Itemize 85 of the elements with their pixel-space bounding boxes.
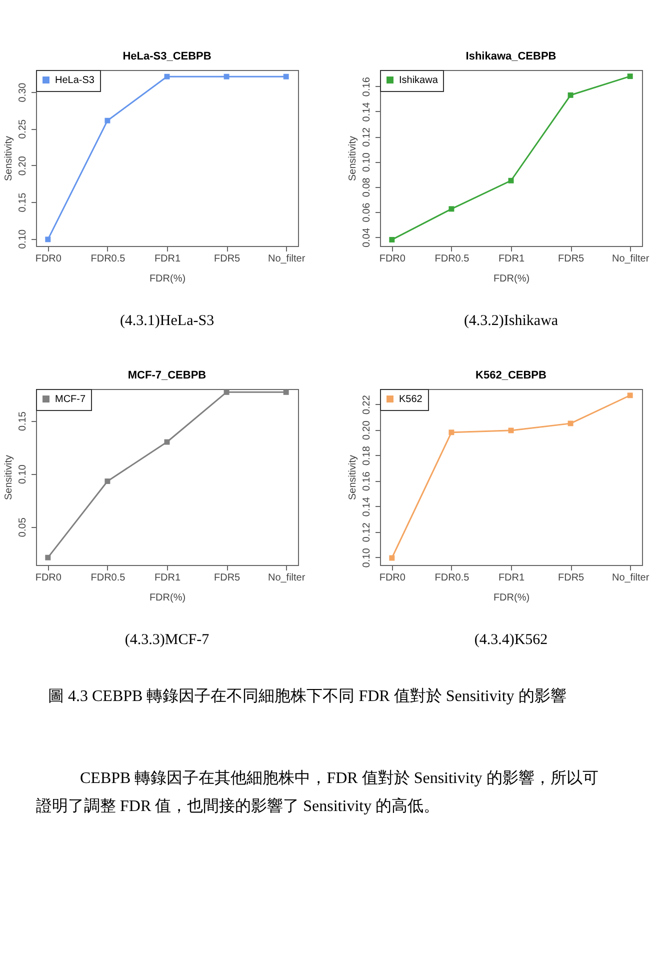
point — [164, 439, 170, 445]
text: (4.3.3)MCF-7 — [124, 632, 210, 648]
legend-label: HeLa-S3 — [55, 75, 95, 86]
x-tick-label: FDR0 — [379, 572, 406, 584]
legend-label: Ishikawa — [399, 75, 438, 86]
x-tick-label: No_filter — [612, 254, 650, 264]
x-tick-label: FDR0.5 — [90, 254, 126, 264]
text: (4.3.1)HeLa-S3 — [120, 313, 214, 329]
point — [568, 92, 574, 98]
y-tick-label: 0.15 — [18, 192, 28, 212]
chart-title: MCF-7_CEBPB — [128, 370, 206, 382]
x-tick-label: FDR5 — [214, 572, 241, 584]
point — [104, 118, 110, 124]
y-tick-label: 0.10 — [18, 229, 28, 249]
x-tick-label: FDR1 — [154, 572, 181, 584]
point — [448, 206, 454, 212]
x-tick-label: FDR1 — [498, 254, 525, 264]
y-tick-label: 0.16 — [362, 471, 372, 492]
chart-title: HeLa-S3_CEBPB — [122, 50, 212, 62]
y-tick-label: 0.25 — [18, 119, 28, 139]
x-axis-title: FDR(%) — [149, 274, 186, 284]
point — [508, 428, 514, 434]
x-tick-label: No_filter — [268, 254, 306, 264]
point — [224, 389, 230, 395]
caption: 圖 4.3 CEBPB 轉錄因子在不同細胞株下不同 FDR 值對於 Sensitivity 的影響 — [48, 687, 566, 705]
x-tick-label: FDR5 — [558, 572, 585, 584]
x-axis-title: FDR(%) — [493, 592, 530, 604]
point — [224, 74, 230, 80]
point — [45, 236, 51, 242]
text: CEBPB 轉錄因子在其他細胞株中，FDR 值對於 Sensitivity 的影響，所以可 — [80, 769, 598, 787]
point — [508, 178, 514, 184]
x-tick-label: FDR0 — [35, 254, 62, 264]
y-tick-label: 0.10 — [362, 548, 372, 568]
text: (4.3.2)Ishikawa — [464, 313, 558, 329]
point — [283, 74, 289, 80]
x-tick-label: No_filter — [268, 572, 306, 584]
y-axis-title: Sensitivity — [348, 454, 358, 500]
y-tick-label: 0.20 — [18, 156, 28, 176]
y-axis-title: Sensitivity — [348, 136, 358, 182]
point — [283, 389, 289, 395]
y-tick-label: 0.05 — [18, 517, 28, 538]
x-tick-label: FDR5 — [558, 254, 585, 264]
x-axis-title: FDR(%) — [149, 592, 186, 604]
text: 證明了調整 FDR 值，也間接的影響了 Sensitivity 的高低。 — [36, 797, 440, 815]
point — [104, 478, 110, 484]
point — [389, 555, 395, 561]
x-tick-label: FDR0.5 — [434, 572, 470, 584]
point — [45, 554, 51, 560]
y-tick-label: 0.16 — [362, 76, 372, 97]
x-axis-title: FDR(%) — [493, 274, 530, 284]
y-tick-label: 0.04 — [362, 228, 372, 248]
y-tick-label: 0.10 — [362, 152, 372, 172]
chart-title: Ishikawa_CEBPB — [466, 50, 556, 62]
x-tick-label: FDR0.5 — [434, 254, 470, 264]
point — [448, 430, 454, 436]
y-tick-label: 0.22 — [362, 394, 372, 415]
point — [389, 236, 395, 242]
y-tick-label: 0.14 — [362, 102, 372, 122]
x-tick-label: FDR0 — [379, 254, 406, 264]
x-tick-label: FDR0 — [35, 572, 62, 584]
chart-title: K562_CEBPB — [476, 370, 547, 382]
point — [627, 74, 633, 80]
legend-label: MCF-7 — [55, 394, 86, 405]
text: (4.3.4)K562 — [474, 632, 548, 648]
legend-label: K562 — [399, 394, 423, 405]
point — [627, 392, 633, 398]
point — [568, 420, 574, 426]
y-tick-label: 0.12 — [362, 126, 372, 147]
y-tick-label: 0.14 — [362, 496, 372, 517]
y-tick-label: 0.12 — [362, 522, 372, 542]
y-tick-label: 0.20 — [362, 420, 372, 440]
y-tick-label: 0.06 — [362, 202, 372, 222]
y-tick-label: 0.30 — [18, 82, 28, 102]
x-tick-label: FDR1 — [498, 572, 525, 584]
y-tick-label: 0.08 — [362, 177, 372, 198]
x-tick-label: FDR5 — [214, 254, 241, 264]
x-tick-label: FDR1 — [154, 254, 181, 264]
x-tick-label: FDR0.5 — [90, 572, 126, 584]
x-tick-label: No_filter — [612, 572, 650, 584]
point — [164, 74, 170, 80]
y-tick-label: 0.15 — [18, 411, 28, 432]
y-axis-title: Sensitivity — [4, 454, 14, 500]
y-tick-label: 0.18 — [362, 446, 372, 466]
y-tick-label: 0.10 — [18, 464, 28, 484]
y-axis-title: Sensitivity — [4, 136, 14, 182]
